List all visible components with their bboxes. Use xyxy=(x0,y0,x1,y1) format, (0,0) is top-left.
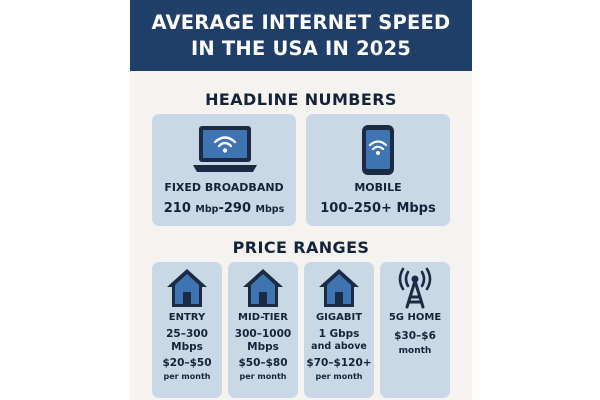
mid-tier-label: MID-TIER xyxy=(238,312,288,323)
5g-home-per-month: month xyxy=(398,346,432,356)
mobile-speed: 100–250+ Mbps xyxy=(320,201,436,216)
mid-tier-card: MID-TIER 300–1000 Mbps $50–$80 per month xyxy=(228,262,298,398)
house-icon xyxy=(319,269,359,307)
gigabit-label: GIGABIT xyxy=(315,312,363,323)
gigabit-per-month: per month xyxy=(315,372,363,381)
mid-tier-speed-unit: Mbps xyxy=(247,341,279,353)
mid-tier-price: $50–$80 xyxy=(238,357,288,369)
speed-value-low: 210 xyxy=(163,201,191,216)
infographic: AVERAGE INTERNET SPEED IN THE USA IN 202… xyxy=(130,0,472,400)
gigabit-speed-note: and above xyxy=(311,341,367,352)
entry-tier-card: ENTRY 25–300 Mbps $20–$50 per month xyxy=(152,262,222,398)
house-icon xyxy=(243,269,283,307)
title-banner: AVERAGE INTERNET SPEED IN THE USA IN 202… xyxy=(130,0,472,71)
speed-unit-high: Mbps xyxy=(255,204,285,215)
house-icon xyxy=(167,269,207,307)
phone-wifi-icon xyxy=(362,125,394,175)
entry-per-month: per month xyxy=(163,372,211,381)
entry-price: $20–$50 xyxy=(162,357,212,369)
cell-tower-icon xyxy=(398,267,432,309)
fixed-broadband-speed: 210 Mbp-290 Mbps xyxy=(152,201,296,216)
headline-numbers-heading: HEADLINE NUMBERS xyxy=(205,90,397,109)
gigabit-speed: 1 Gbps xyxy=(318,328,360,340)
gigabit-tier-card: GIGABIT 1 Gbps and above $70–$120+ per m… xyxy=(304,262,374,398)
title-line-2: IN THE USA IN 2025 xyxy=(190,36,412,60)
5g-home-price: $30–$6 xyxy=(394,330,436,342)
entry-speed: 25–300 xyxy=(166,328,208,340)
title-line-1: AVERAGE INTERNET SPEED xyxy=(151,10,451,34)
fixed-broadband-label: FIXED BROADBAND xyxy=(164,181,284,194)
5g-home-card: 5G HOME $30–$6 month xyxy=(380,262,450,398)
mobile-card: MOBILE 100–250+ Mbps xyxy=(306,114,450,226)
5g-home-label: 5G HOME xyxy=(388,312,442,323)
gigabit-price: $70–$120+ xyxy=(306,357,372,369)
entry-speed-unit: Mbps xyxy=(171,341,203,353)
mobile-label: MOBILE xyxy=(354,181,402,194)
speed-unit-low: Mbp xyxy=(195,204,219,215)
mid-tier-per-month: per month xyxy=(239,372,287,381)
speed-value-high: -290 xyxy=(218,201,252,216)
fixed-broadband-card: FIXED BROADBAND 210 Mbp-290 Mbps xyxy=(152,114,296,226)
laptop-wifi-icon xyxy=(193,126,257,172)
entry-label: ENTRY xyxy=(168,312,206,323)
mid-tier-speed: 300–1000 xyxy=(234,328,292,340)
price-ranges-heading: PRICE RANGES xyxy=(232,238,370,257)
